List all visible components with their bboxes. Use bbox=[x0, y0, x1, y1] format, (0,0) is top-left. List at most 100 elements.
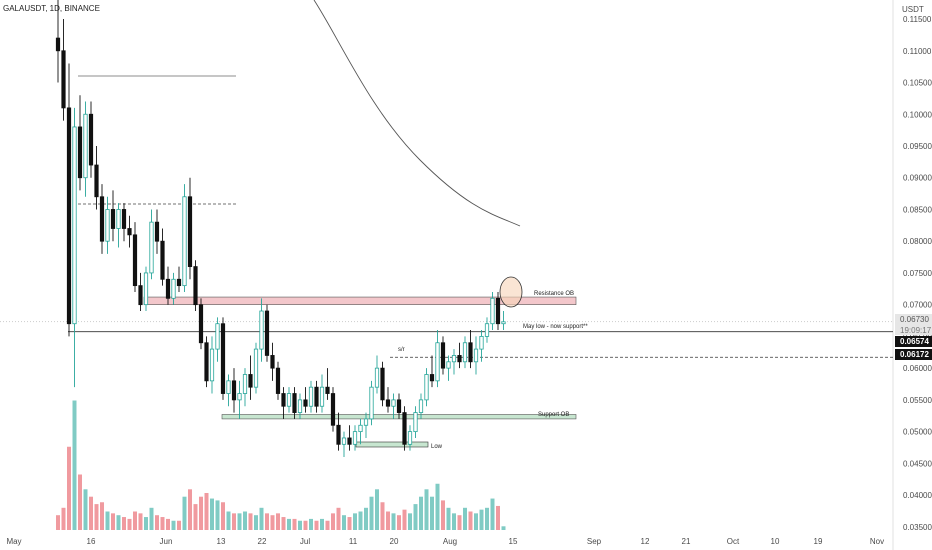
moving-average-line bbox=[313, 0, 521, 227]
volume-bar-28 bbox=[210, 498, 214, 530]
volume-bar-80 bbox=[496, 505, 500, 530]
candle-body-38 bbox=[264, 310, 270, 356]
candle-body-70 bbox=[440, 342, 446, 369]
candle-body-24 bbox=[187, 196, 193, 267]
candle-body-19 bbox=[160, 240, 165, 280]
candle-body-57 bbox=[369, 386, 374, 420]
price-tick-5: 0.09000 bbox=[903, 174, 932, 183]
candle-body-76 bbox=[473, 348, 479, 363]
price-tick-16: 0.03500 bbox=[903, 523, 932, 532]
volume-bar-70 bbox=[441, 500, 445, 530]
candle-body-20 bbox=[165, 278, 171, 299]
volume-bar-30 bbox=[221, 502, 225, 530]
sr-annotation: s/r bbox=[398, 347, 405, 353]
candle-body-58 bbox=[374, 367, 380, 388]
candle-body-30 bbox=[220, 323, 226, 394]
volume-layer bbox=[56, 400, 506, 530]
candle-body-72 bbox=[451, 355, 457, 363]
candle-body-66 bbox=[418, 399, 424, 413]
candle-body-23 bbox=[182, 196, 187, 287]
volume-bar-27 bbox=[204, 493, 209, 530]
candle-body-55 bbox=[358, 424, 363, 433]
candle-body-46 bbox=[308, 386, 314, 407]
candle-body-54 bbox=[352, 431, 358, 445]
candle-body-42 bbox=[286, 393, 292, 407]
candle-body-56 bbox=[363, 418, 369, 426]
volume-bar-26 bbox=[199, 496, 203, 530]
price-tick-7: 0.08000 bbox=[903, 237, 932, 246]
volume-bar-9 bbox=[105, 511, 110, 530]
chart-symbol-title: GALAUSDT, 1D, BINANCE bbox=[3, 4, 100, 13]
candle-body-48 bbox=[319, 386, 325, 407]
volume-bar-5 bbox=[83, 489, 88, 530]
volume-bar-12 bbox=[122, 517, 126, 530]
candle-body-22 bbox=[176, 278, 182, 287]
candle-body-81 bbox=[501, 321, 506, 325]
resistance-zone-label: Resistance OB bbox=[534, 291, 574, 297]
volume-bar-58 bbox=[375, 489, 379, 530]
volume-bar-17 bbox=[149, 507, 154, 530]
price-tick-8: 0.07500 bbox=[903, 269, 932, 278]
current-price-box bbox=[895, 314, 932, 325]
volume-bar-65 bbox=[413, 504, 418, 530]
dashed-level-label: 0.06172 bbox=[900, 350, 929, 359]
candle-body-8 bbox=[99, 196, 105, 242]
current-price-label: 0.06730 bbox=[900, 315, 929, 324]
candle-body-28 bbox=[209, 348, 215, 382]
candle-body-17 bbox=[149, 221, 154, 274]
volume-bar-32 bbox=[232, 513, 236, 530]
candle-body-26 bbox=[198, 304, 204, 344]
volume-bar-71 bbox=[446, 507, 451, 530]
candle-body-29 bbox=[215, 323, 220, 350]
candle-body-74 bbox=[462, 342, 468, 363]
candle-body-65 bbox=[413, 412, 418, 433]
candle-body-40 bbox=[275, 367, 281, 394]
candle-body-36 bbox=[253, 348, 259, 388]
candle-body-75 bbox=[468, 342, 473, 363]
price-tick-14: 0.04500 bbox=[903, 459, 932, 468]
candle-body-5 bbox=[83, 113, 88, 179]
volume-bar-15 bbox=[138, 513, 143, 530]
volume-bar-68 bbox=[430, 496, 434, 530]
volume-bar-77 bbox=[479, 509, 484, 530]
volume-bar-13 bbox=[127, 518, 132, 530]
candle-body-37 bbox=[259, 310, 264, 350]
candle-body-62 bbox=[396, 399, 402, 413]
time-tick-0: May bbox=[6, 537, 21, 546]
price-tick-12: 0.05500 bbox=[903, 396, 932, 405]
volume-bar-8 bbox=[100, 502, 104, 530]
volume-bar-69 bbox=[435, 483, 440, 530]
candle-body-25 bbox=[193, 266, 198, 306]
volume-bar-55 bbox=[358, 511, 363, 530]
time-axis-ticks: May 16 Jun 13 22 Jul 11 20 Aug 15 Sep 12 21 Oct 10 19 No… bbox=[6, 537, 884, 546]
volume-bar-41 bbox=[281, 517, 286, 530]
volume-bar-37 bbox=[259, 507, 264, 530]
volume-bar-75 bbox=[468, 511, 473, 530]
candle-body-32 bbox=[231, 380, 237, 401]
volume-bar-21 bbox=[171, 520, 176, 530]
support-level-box bbox=[895, 336, 932, 347]
candle-body-52 bbox=[341, 437, 347, 445]
time-tick-1: 16 bbox=[87, 537, 96, 546]
volume-bar-47 bbox=[314, 520, 319, 530]
volume-bar-53 bbox=[347, 517, 352, 530]
candle-body-63 bbox=[402, 412, 407, 445]
time-tick-2: Jun bbox=[160, 537, 173, 546]
price-tick-2: 0.10500 bbox=[903, 79, 932, 88]
candle-body-11 bbox=[116, 209, 121, 229]
candles-layer bbox=[55, 0, 506, 458]
volume-bar-10 bbox=[111, 513, 115, 530]
volume-bar-60 bbox=[386, 511, 390, 530]
candle-body-1 bbox=[61, 50, 66, 109]
price-tick-15: 0.04000 bbox=[903, 491, 932, 500]
candle-body-51 bbox=[336, 424, 341, 445]
volume-bar-16 bbox=[144, 517, 148, 530]
volume-bar-57 bbox=[369, 496, 374, 530]
candle-body-68 bbox=[429, 374, 435, 382]
time-tick-6: 11 bbox=[349, 537, 358, 546]
volume-bar-59 bbox=[380, 502, 385, 530]
volume-bar-76 bbox=[474, 513, 478, 530]
volume-bar-1 bbox=[61, 507, 66, 530]
